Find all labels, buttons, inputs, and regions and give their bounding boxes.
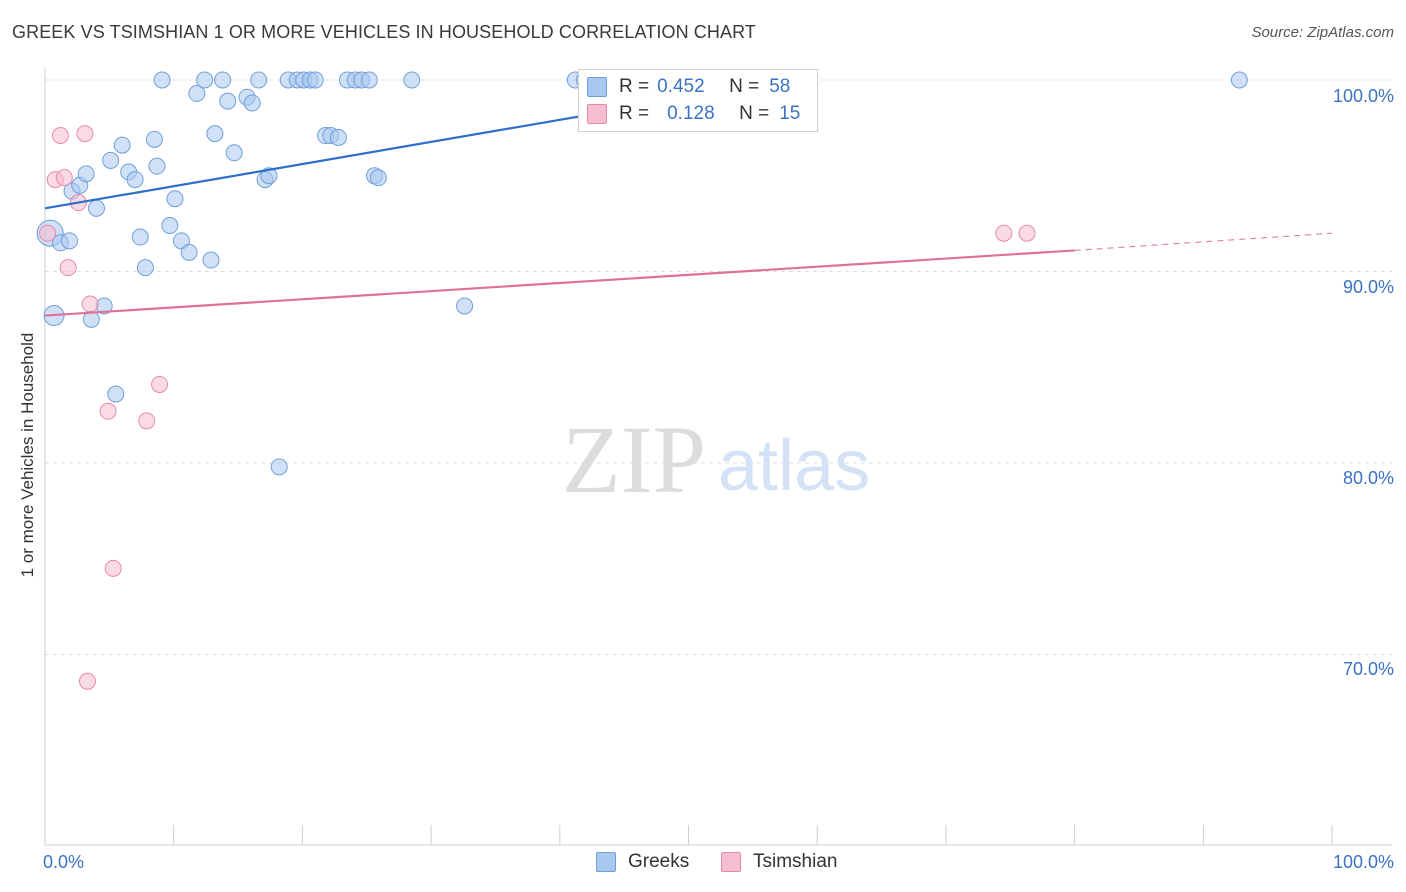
legend-n-label: N =	[739, 103, 770, 124]
greeks-point	[360, 71, 378, 89]
legend-swatch-tsimshian	[587, 104, 607, 124]
greeks-point	[131, 228, 149, 246]
greeks-point	[180, 243, 198, 261]
greeks-point	[270, 458, 288, 476]
tsimshian-point	[995, 224, 1013, 242]
tsimshian-point	[138, 412, 156, 430]
grid-lines	[45, 79, 1392, 655]
legend-n-value: 58	[769, 76, 791, 97]
greeks-point	[403, 71, 421, 89]
greeks-point	[107, 385, 125, 403]
legend-n-label: N =	[729, 76, 760, 97]
greeks-point	[113, 136, 131, 154]
legend-n-value: 15	[779, 103, 801, 124]
y-tick-label-90: 90.0%	[1342, 277, 1394, 297]
axes	[44, 68, 1392, 846]
greeks-point	[456, 297, 474, 315]
y-tick-label-100: 100.0%	[1332, 86, 1394, 106]
greeks-point	[102, 151, 120, 169]
greeks-point	[329, 128, 347, 146]
greeks-point	[87, 199, 105, 217]
greeks-point	[153, 71, 171, 89]
greeks-point	[369, 169, 387, 187]
greeks-point	[148, 157, 166, 175]
greeks-point	[188, 84, 206, 102]
greeks-point	[126, 171, 144, 189]
y-tick-label-70: 70.0%	[1342, 659, 1394, 679]
legend-r-value: 0.128	[667, 103, 715, 124]
greeks-point	[77, 165, 95, 183]
tsimshian-point	[81, 295, 99, 313]
bottom-legend: Greeks Tsimshian	[0, 851, 1406, 877]
greeks-point	[60, 232, 78, 250]
bottom-legend-swatch-greeks	[596, 852, 616, 872]
greeks-point	[214, 71, 232, 89]
tsimshian-point	[39, 224, 57, 242]
tsimshian-point	[99, 402, 117, 420]
bottom-legend-swatch-tsimshian	[721, 852, 741, 872]
greeks-point	[196, 71, 214, 89]
tsimshian-point	[76, 125, 94, 143]
greeks-point	[250, 71, 268, 89]
chart-title: GREEK VS TSIMSHIAN 1 OR MORE VEHICLES IN…	[12, 22, 756, 42]
greeks-point	[206, 125, 224, 143]
legend-row-tsimshian: R = 0.128 N = 15	[587, 102, 800, 126]
legend-row-greeks: R = 0.452 N = 58	[587, 75, 790, 99]
legend-r-value: 0.452	[657, 76, 705, 97]
bottom-legend-label-tsimshian: Tsimshian	[753, 851, 838, 872]
tsimshian-trend-line	[44, 249, 1075, 317]
greeks-point	[243, 94, 261, 112]
watermark-atlas: atlas	[718, 426, 870, 506]
legend: R = 0.452 N = 58 R = 0.128 N = 15	[578, 69, 818, 132]
greeks-point	[166, 190, 184, 208]
legend-r-label: R =	[619, 103, 650, 124]
watermark: ZIP atlas	[562, 406, 870, 513]
source-label: Source: ZipAtlas.com	[1251, 24, 1394, 41]
tsimshian-point	[1018, 224, 1036, 242]
bottom-legend-greeks: Greeks	[596, 851, 689, 873]
greeks-point	[260, 167, 278, 185]
greeks-points	[36, 71, 1248, 476]
legend-r-label: R =	[619, 76, 650, 97]
watermark-zip: ZIP	[562, 406, 706, 513]
tsimshian-point	[151, 375, 169, 393]
tsimshian-point	[55, 169, 73, 187]
greeks-point	[145, 130, 163, 148]
greeks-point	[161, 217, 179, 235]
tsimshian-trend-extension	[1074, 232, 1333, 251]
greeks-point	[202, 251, 220, 269]
tsimshian-point	[78, 672, 96, 690]
greeks-point	[306, 71, 324, 89]
greeks-point	[136, 259, 154, 277]
tsimshian-points	[39, 125, 1036, 690]
bottom-legend-label-greeks: Greeks	[628, 851, 690, 872]
legend-swatch-greeks	[587, 77, 607, 97]
tsimshian-point	[59, 259, 77, 277]
x-tick-label-100: 100.0%	[1332, 852, 1394, 872]
greeks-point	[219, 92, 237, 110]
greeks-point	[225, 144, 243, 162]
bottom-legend-tsimshian: Tsimshian	[721, 851, 837, 873]
y-tick-label-80: 80.0%	[1342, 468, 1394, 488]
greeks-point	[1230, 71, 1248, 89]
tsimshian-point	[51, 127, 69, 145]
tsimshian-point	[104, 559, 122, 577]
x-tick-label-0: 0.0%	[43, 852, 85, 872]
